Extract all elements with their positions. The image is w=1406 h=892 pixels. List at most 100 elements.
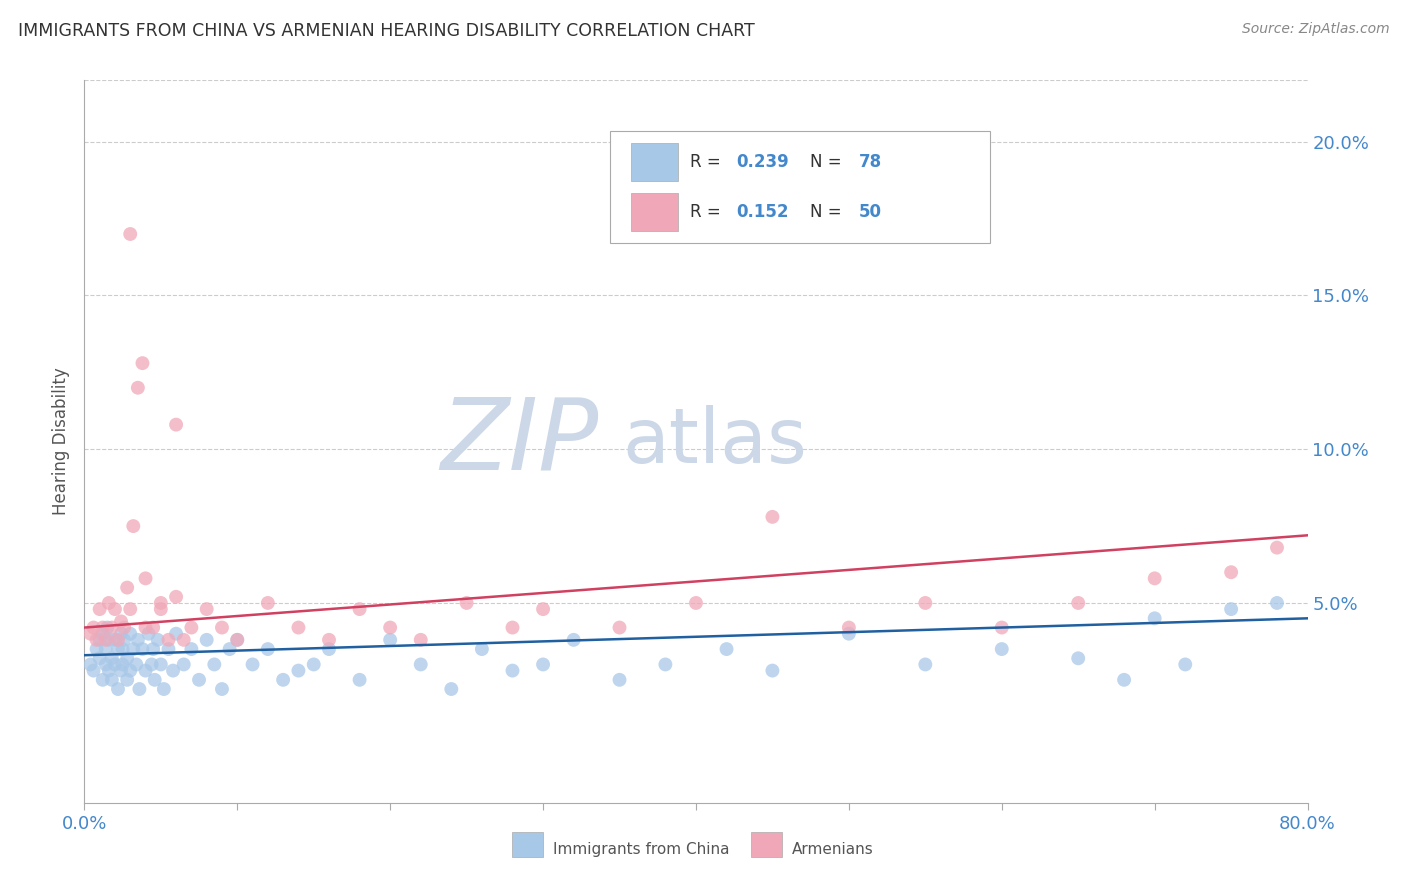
Point — [1265, 541, 1288, 555]
Point — [188, 673, 211, 687]
Text: 0.239: 0.239 — [737, 153, 789, 171]
Point — [142, 621, 165, 635]
Point — [318, 632, 340, 647]
FancyBboxPatch shape — [610, 131, 990, 243]
Point — [1143, 611, 1166, 625]
Point — [409, 657, 432, 672]
Point — [94, 642, 117, 657]
Point — [654, 657, 676, 672]
Point — [107, 632, 129, 647]
Point — [89, 602, 111, 616]
Point — [562, 632, 585, 647]
Point — [226, 632, 249, 647]
Point — [111, 657, 134, 672]
Point — [440, 681, 463, 696]
Point — [991, 621, 1014, 635]
Text: 0.152: 0.152 — [737, 202, 789, 221]
Point — [1067, 651, 1090, 665]
Point — [96, 621, 118, 635]
Point — [211, 681, 233, 696]
Point — [83, 621, 105, 635]
Point — [91, 621, 114, 635]
Point — [761, 664, 783, 678]
Point — [89, 632, 111, 647]
Text: 50: 50 — [859, 202, 882, 221]
Point — [211, 621, 233, 635]
Point — [195, 602, 218, 616]
FancyBboxPatch shape — [513, 831, 543, 857]
Point — [162, 664, 184, 678]
Point — [173, 632, 195, 647]
Point — [115, 651, 138, 665]
Point — [94, 632, 117, 647]
Point — [120, 626, 142, 640]
Point — [1174, 657, 1197, 672]
Point — [456, 596, 478, 610]
Point — [153, 681, 176, 696]
Point — [716, 642, 738, 657]
Point — [180, 642, 202, 657]
Text: Armenians: Armenians — [792, 842, 873, 857]
Point — [110, 626, 132, 640]
Point — [146, 632, 169, 647]
Point — [135, 664, 157, 678]
Point — [83, 664, 105, 678]
Point — [120, 602, 142, 616]
Point — [471, 642, 494, 657]
Point — [409, 632, 432, 647]
Point — [180, 621, 202, 635]
Point — [125, 657, 148, 672]
Point — [302, 657, 325, 672]
Point — [149, 602, 172, 616]
Point — [1143, 571, 1166, 585]
Point — [1220, 602, 1243, 616]
Point — [318, 642, 340, 657]
Point — [138, 626, 160, 640]
Y-axis label: Hearing Disability: Hearing Disability — [52, 368, 70, 516]
Point — [914, 657, 936, 672]
Point — [91, 673, 114, 687]
Point — [112, 632, 135, 647]
Point — [157, 632, 180, 647]
Point — [242, 657, 264, 672]
Point — [79, 626, 101, 640]
Point — [218, 642, 240, 657]
Point — [1220, 565, 1243, 579]
Point — [128, 681, 150, 696]
Point — [104, 602, 127, 616]
Point — [97, 632, 120, 647]
Point — [120, 227, 142, 241]
Point — [195, 632, 218, 647]
Point — [120, 664, 142, 678]
Point — [287, 621, 309, 635]
Point — [1067, 596, 1090, 610]
Text: 78: 78 — [859, 153, 882, 171]
Point — [86, 642, 108, 657]
Point — [97, 664, 120, 678]
Point — [127, 632, 149, 647]
Point — [122, 642, 145, 657]
Point — [110, 664, 132, 678]
Text: N =: N = — [810, 153, 846, 171]
Point — [761, 509, 783, 524]
Point — [609, 621, 631, 635]
Point — [91, 626, 114, 640]
Point — [838, 621, 860, 635]
Point — [226, 632, 249, 647]
Text: N =: N = — [810, 202, 846, 221]
Point — [97, 596, 120, 610]
FancyBboxPatch shape — [631, 143, 678, 181]
Point — [131, 642, 153, 657]
Point — [257, 596, 280, 610]
Point — [149, 657, 172, 672]
Point — [112, 621, 135, 635]
Point — [135, 571, 157, 585]
Point — [257, 642, 280, 657]
Point — [1114, 673, 1136, 687]
Point — [111, 642, 134, 657]
Point — [89, 651, 111, 665]
Point — [531, 657, 554, 672]
Point — [380, 632, 402, 647]
Point — [502, 621, 524, 635]
Point — [531, 602, 554, 616]
